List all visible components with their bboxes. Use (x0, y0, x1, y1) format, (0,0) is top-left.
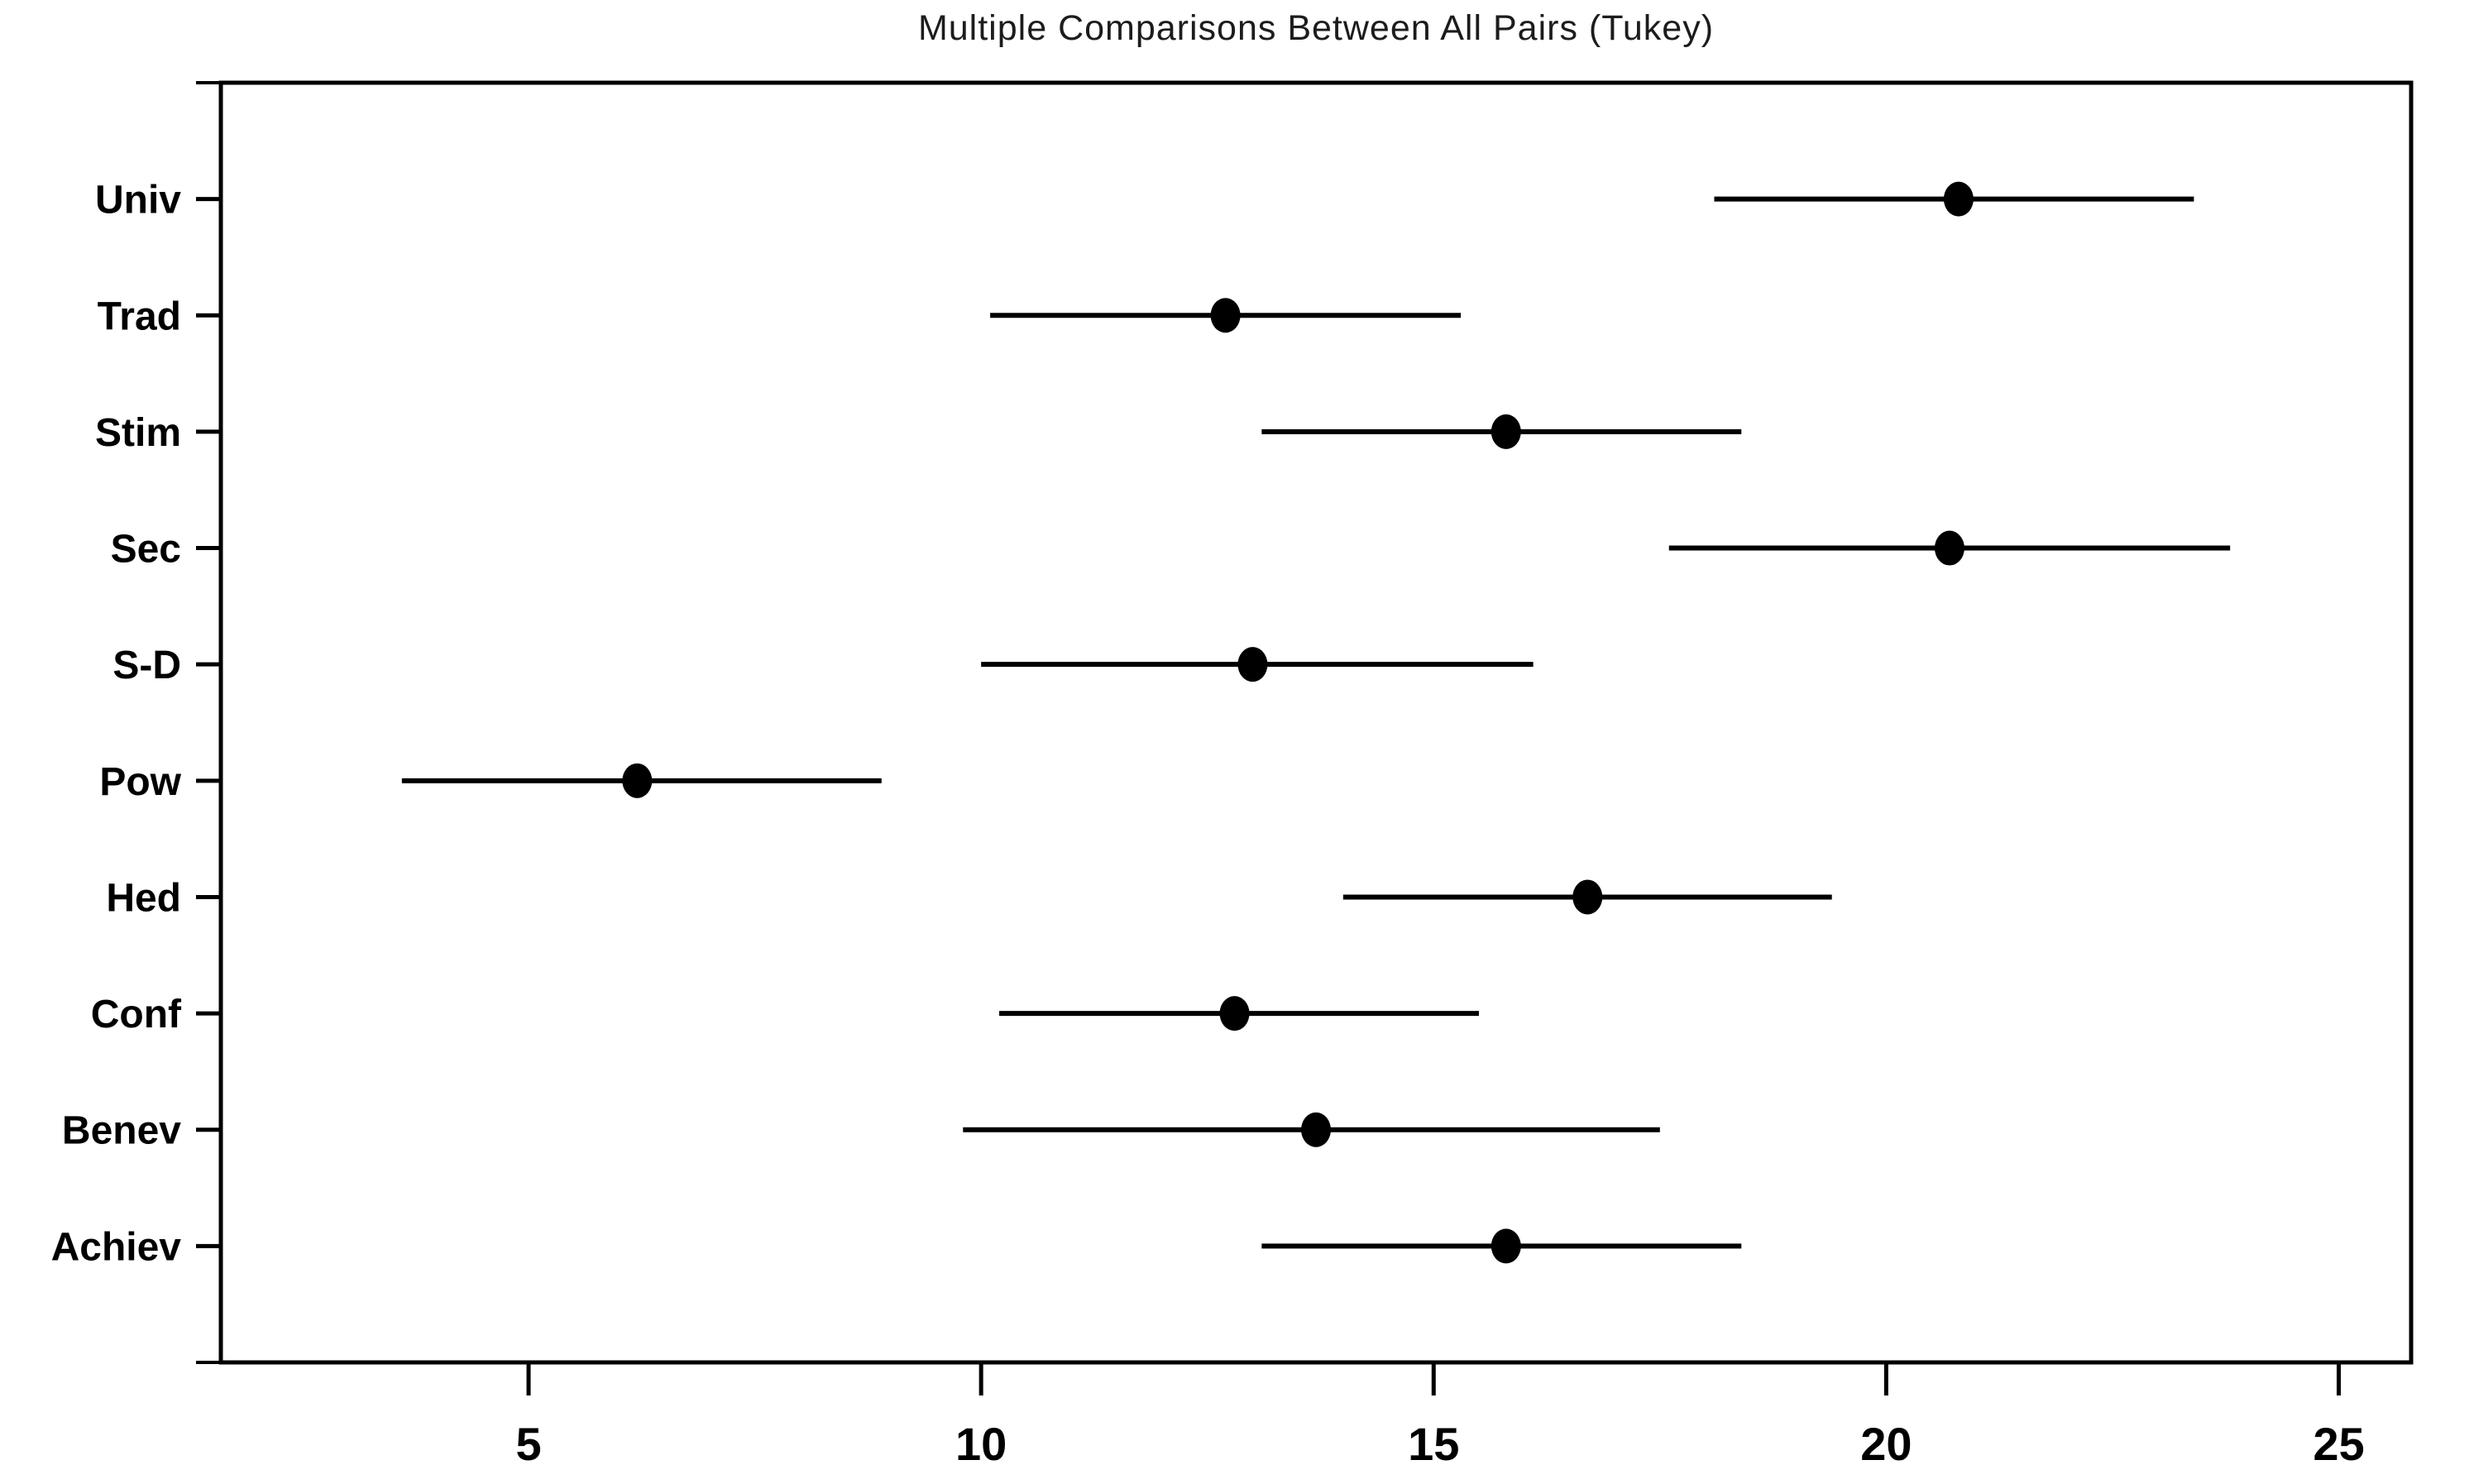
chart-title: Multiple Comparisons Between All Pairs (… (917, 8, 1715, 48)
data-point-marker (1219, 996, 1250, 1032)
plot-frame (218, 80, 2414, 1365)
y-axis-category-label: Univ (95, 179, 181, 223)
x-axis-tick-label: 20 (1860, 1418, 1912, 1470)
y-axis-category-label: Benev (62, 1109, 181, 1153)
x-axis-tick-label: 15 (1408, 1418, 1459, 1470)
data-point-marker (1934, 530, 1964, 566)
data-point-marker (1237, 647, 1268, 682)
x-axis-tick-label: 25 (2313, 1418, 2364, 1470)
data-point-marker (1572, 879, 1603, 915)
y-axis-category-label: Hed (106, 876, 181, 920)
y-axis-category-label: Achiev (51, 1225, 182, 1269)
data-point-marker (1491, 1228, 1521, 1264)
data-point-marker (1301, 1112, 1331, 1147)
y-axis-category-label: Stim (95, 411, 181, 455)
data-point-marker (1943, 181, 1974, 217)
data-point-marker (1210, 298, 1241, 333)
y-axis-category-label: Sec (111, 528, 181, 572)
y-axis-category-label: Conf (91, 993, 182, 1036)
x-axis-tick-label: 5 (515, 1418, 541, 1470)
x-axis-tick-label: 10 (955, 1418, 1007, 1470)
y-axis-category-label: Pow (99, 760, 181, 804)
y-axis-category-label: Trad (98, 294, 181, 338)
data-point-marker (1491, 414, 1521, 449)
y-axis-category-label: S-D (112, 644, 181, 687)
data-point-marker (622, 763, 653, 798)
